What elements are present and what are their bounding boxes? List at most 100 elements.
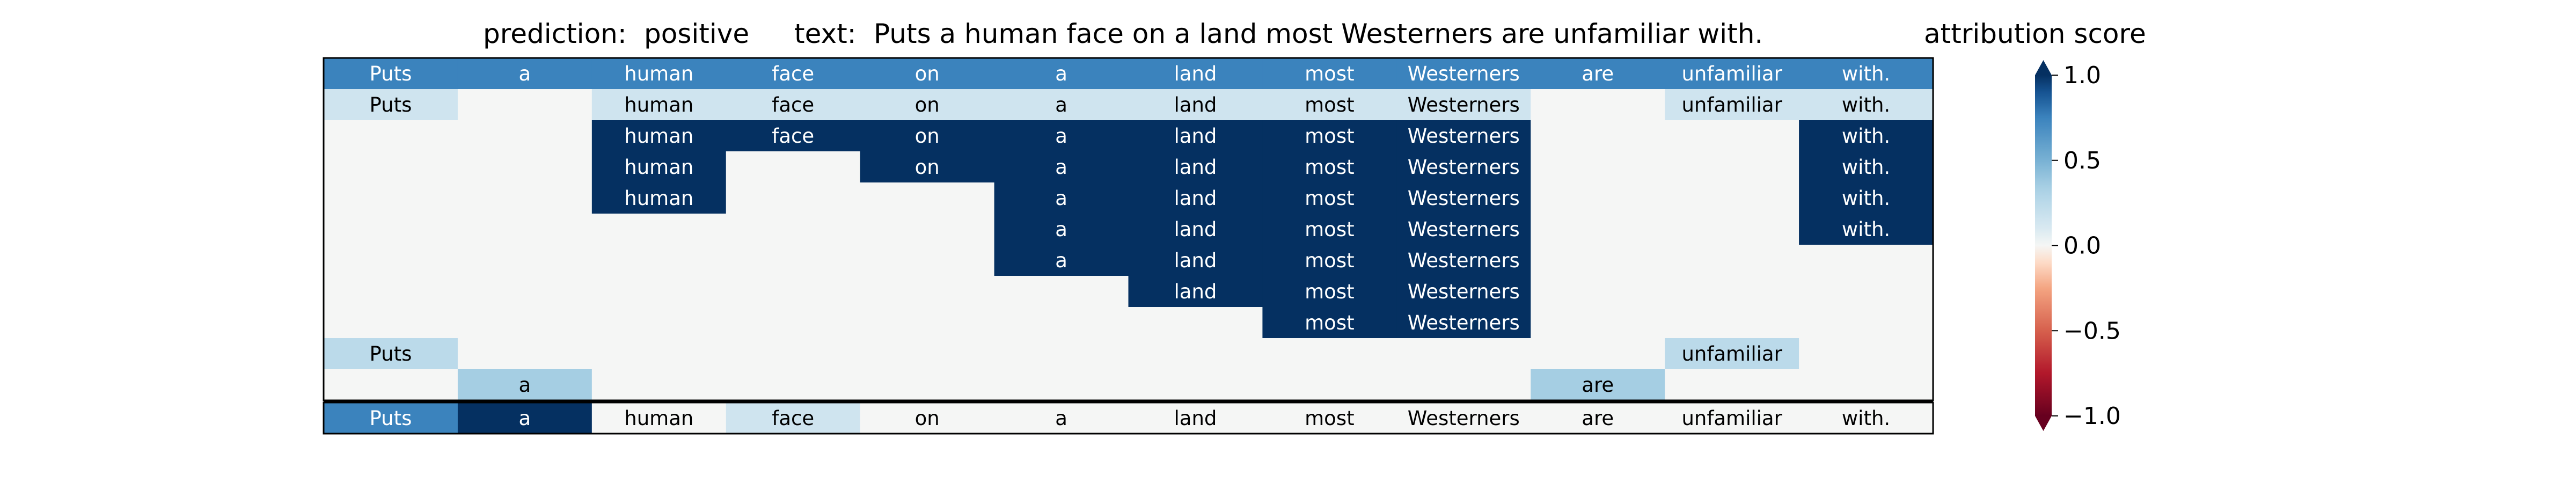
cell-token-label: most [1305,249,1354,272]
cell-token-label: human [624,125,693,148]
heatmap-cell [457,151,592,182]
heatmap-cell [457,245,592,276]
heatmap-cell [860,307,995,338]
heatmap-cell [1128,402,1263,434]
heatmap-row: human face on a land most Westerners with. [324,120,1934,151]
heatmap-cell [860,58,995,89]
heatmap-cell [860,89,995,120]
heatmap-cell [1396,276,1531,307]
cell-token-label: Westerners [1408,62,1520,85]
heatmap-cell [1128,182,1263,214]
heatmap-cell [1128,89,1263,120]
cell-token-label: most [1305,311,1354,334]
heatmap-cell [1665,89,1799,120]
heatmap-cell [1531,151,1665,182]
cell-token-label: human [624,187,693,210]
cell-token-label: land [1174,156,1217,179]
heatmap-cell [457,182,592,214]
heatmap-cell [1665,369,1799,400]
heatmap-cell [591,307,727,338]
heatmap-cell [1262,120,1397,151]
heatmap-cell [1531,245,1665,276]
heatmap-cell [1128,58,1263,89]
heatmap-row: land most Westerners [324,276,1934,307]
cell-token-label: a [519,374,531,397]
cell-token-label: Puts [370,93,412,116]
heatmap-cell [1799,214,1934,245]
heatmap-cell [726,402,861,434]
heatmap-cell [726,58,861,89]
cell-token-label: Westerners [1408,187,1520,210]
heatmap-row: Puts a human face on a land most Westerners are un… [324,58,1934,89]
heatmap-cell [1665,182,1799,214]
cell-token-label: most [1305,187,1354,210]
heatmap-cell [860,338,995,369]
heatmap-cell [1799,182,1934,214]
cell-token-label: are [1582,407,1614,430]
heatmap-cell [457,307,592,338]
heatmap-cell [860,276,995,307]
heatmap-cell [457,58,592,89]
heatmap-cell [726,338,861,369]
heatmap-cell [457,338,592,369]
cell-token-label: Westerners [1408,407,1520,430]
heatmap-cell [1799,369,1934,400]
heatmap-cell [457,402,592,434]
colorbar: attribution score 1.0 0.5 0.0 −0.5 −1.0 [1924,18,2146,431]
cell-token-label: unfamiliar [1681,407,1782,430]
heatmap-cell [726,120,861,151]
heatmap-cell [1262,338,1397,369]
cell-token-label: land [1174,280,1217,303]
heatmap-cell [1262,214,1397,245]
cell-token-label: on [915,156,940,179]
cell-token-label: land [1174,218,1217,241]
heatmap-row: a land most Westerners with. [324,214,1934,245]
cell-token-label: with. [1842,93,1890,116]
cell-token-label: most [1305,218,1354,241]
heatmap-cell [324,307,458,338]
cell-token-label: with. [1842,187,1890,210]
heatmap-cell [1262,369,1397,400]
heatmap-cell [1665,307,1799,338]
cell-token-label: Puts [370,62,412,85]
heatmap-cell [1665,58,1799,89]
cell-token-label: Westerners [1408,93,1520,116]
heatmap-cell [1262,151,1397,182]
heatmap-cell [1799,307,1934,338]
heatmap-row: a are [324,369,1934,400]
colorbar-tick-label: 0.5 [2063,147,2101,174]
heatmap-cell [994,214,1129,245]
heatmap-cell [457,120,592,151]
heatmap-cell [1262,276,1397,307]
heatmap-cell [324,369,458,400]
heatmap-cell [1531,369,1665,400]
heatmap-cell [726,307,861,338]
cell-token-label: unfamiliar [1681,62,1782,85]
heatmap-cell [994,402,1129,434]
cell-token-label: face [772,62,814,85]
cell-token-label: most [1305,93,1354,116]
heatmap-cell [1665,214,1799,245]
heatmap-cell [1128,245,1263,276]
cell-token-label: Westerners [1408,280,1520,303]
heatmap-cell [1531,214,1665,245]
heatmap-cell [457,214,592,245]
cell-token-label: land [1174,93,1217,116]
heatmap-cell [1531,402,1665,434]
heatmap-cell [1396,120,1531,151]
heatmap-cell [726,182,861,214]
heatmap-cell [1665,276,1799,307]
colorbar-label: attribution score [1924,18,2146,49]
cell-token-label: a [1055,62,1067,85]
heatmap-cell [457,369,592,400]
cell-token-label: a [1055,93,1067,116]
cell-token-label: Puts [370,342,412,365]
heatmap-cell [1396,214,1531,245]
heatmap-cell [726,214,861,245]
heatmap-cell [1262,89,1397,120]
cell-token-label: are [1582,374,1614,397]
cell-token-label: face [772,93,814,116]
heatmap-cell [860,245,995,276]
heatmap-cell [1799,338,1934,369]
heatmap-cell [1262,58,1397,89]
